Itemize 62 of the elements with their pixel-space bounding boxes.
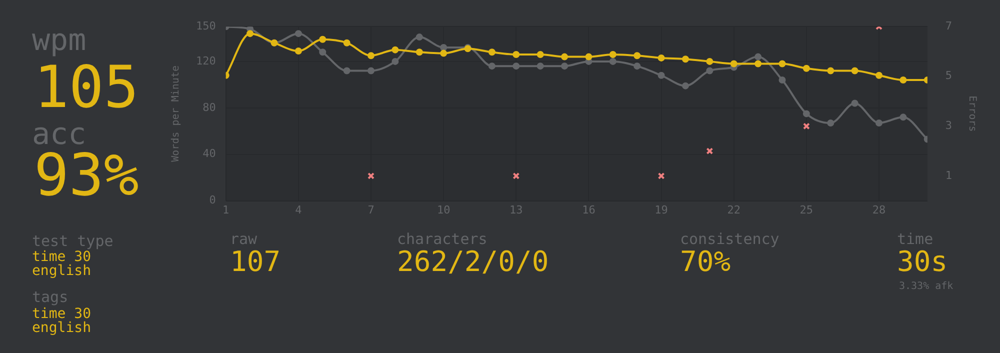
point [754, 53, 762, 60]
point [875, 119, 882, 126]
point [368, 67, 375, 74]
point [319, 36, 326, 43]
point [488, 48, 496, 56]
point [900, 114, 907, 121]
point [561, 62, 568, 70]
point [827, 67, 834, 74]
text: english [32, 263, 92, 279]
text: 262/2/0/0 [397, 245, 549, 278]
point [609, 50, 616, 58]
point [658, 172, 665, 180]
point [682, 82, 689, 90]
point [512, 62, 520, 70]
point [392, 58, 399, 65]
text: 70% [680, 245, 731, 278]
point [512, 50, 520, 58]
point [706, 148, 714, 155]
point [730, 60, 738, 68]
point [319, 48, 326, 56]
point [368, 52, 375, 60]
point [802, 64, 810, 72]
point [802, 122, 810, 130]
point [851, 67, 858, 74]
point [682, 56, 689, 63]
point [536, 50, 544, 58]
text: english [32, 320, 92, 336]
point [536, 62, 544, 70]
text: 107 [230, 245, 281, 278]
point [561, 53, 568, 60]
point [392, 46, 399, 54]
point [802, 110, 810, 118]
point [609, 58, 616, 65]
point [512, 172, 520, 180]
point [706, 58, 714, 65]
text: 30s [897, 245, 948, 278]
point [658, 72, 665, 79]
point [440, 44, 448, 52]
text: time 30 [32, 249, 92, 265]
point [488, 62, 496, 70]
point [368, 172, 374, 180]
text: time 30 [32, 306, 92, 322]
point [778, 60, 786, 68]
point [416, 34, 423, 41]
point [416, 48, 423, 56]
point [343, 67, 350, 74]
point [827, 119, 834, 126]
point [294, 30, 302, 38]
point [440, 50, 448, 57]
point [851, 100, 858, 107]
point [634, 62, 641, 70]
point [246, 30, 254, 38]
point [585, 53, 592, 60]
point [343, 39, 350, 46]
point [706, 67, 714, 74]
point [634, 52, 641, 60]
point [754, 60, 762, 68]
point [778, 76, 786, 84]
point [658, 54, 665, 62]
point [900, 76, 907, 84]
point [294, 47, 302, 54]
point [875, 72, 882, 79]
